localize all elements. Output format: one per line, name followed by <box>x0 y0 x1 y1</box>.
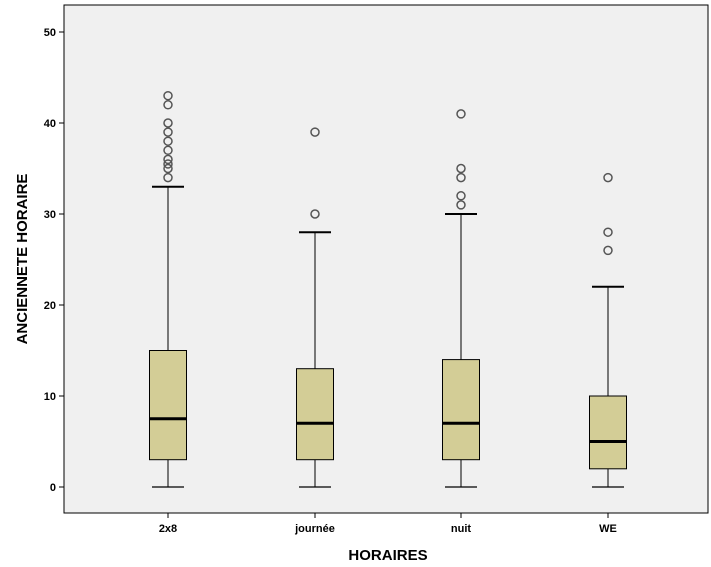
y-axis: 0 10 20 30 40 50 <box>44 27 64 494</box>
boxes-group <box>149 90 627 488</box>
outlier-point <box>456 200 466 210</box>
box-nuit <box>442 109 480 488</box>
iqr-box <box>442 359 480 461</box>
y-tick-label: 50 <box>44 27 56 39</box>
outlier-point <box>163 154 173 165</box>
x-tick-label: nuit <box>451 523 471 535</box>
x-axis-title: HORAIRES <box>348 547 427 564</box>
outlier-point <box>163 136 173 146</box>
outlier-point <box>163 100 173 110</box>
iqr-box <box>296 368 334 461</box>
outlier-point <box>603 227 613 237</box>
outlier-point <box>456 172 466 183</box>
y-tick-label: 40 <box>44 118 56 130</box>
outlier-point <box>163 90 173 101</box>
outlier-point <box>163 127 173 137</box>
iqr-box <box>589 395 627 470</box>
x-tick-label: 2x8 <box>159 523 177 535</box>
outlier-point <box>603 245 613 256</box>
iqr-box <box>149 350 187 461</box>
x-tick-label: journée <box>294 523 335 535</box>
y-tick-label: 30 <box>44 209 56 221</box>
outlier-point <box>163 145 173 156</box>
outlier-point <box>456 163 466 174</box>
outlier-point <box>163 163 173 174</box>
outlier-point <box>603 172 613 183</box>
outlier-point <box>163 118 173 128</box>
outlier-point <box>456 109 466 119</box>
x-tick-label: WE <box>599 523 617 535</box>
outlier-point <box>163 159 173 169</box>
box-2x8 <box>149 90 187 488</box>
x-axis: 2x8 journée nuit WE <box>159 513 617 535</box>
outlier-point <box>163 172 173 183</box>
box-journée <box>296 127 334 488</box>
y-tick-label: 10 <box>44 391 56 403</box>
outlier-point <box>456 191 466 201</box>
y-tick-label: 0 <box>50 482 56 494</box>
outlier-point <box>310 209 320 219</box>
y-tick-label: 20 <box>44 300 56 312</box>
y-axis-title: ANCIENNETE HORAIRE <box>14 174 31 345</box>
outlier-point <box>310 127 320 137</box>
box-WE <box>589 172 627 488</box>
